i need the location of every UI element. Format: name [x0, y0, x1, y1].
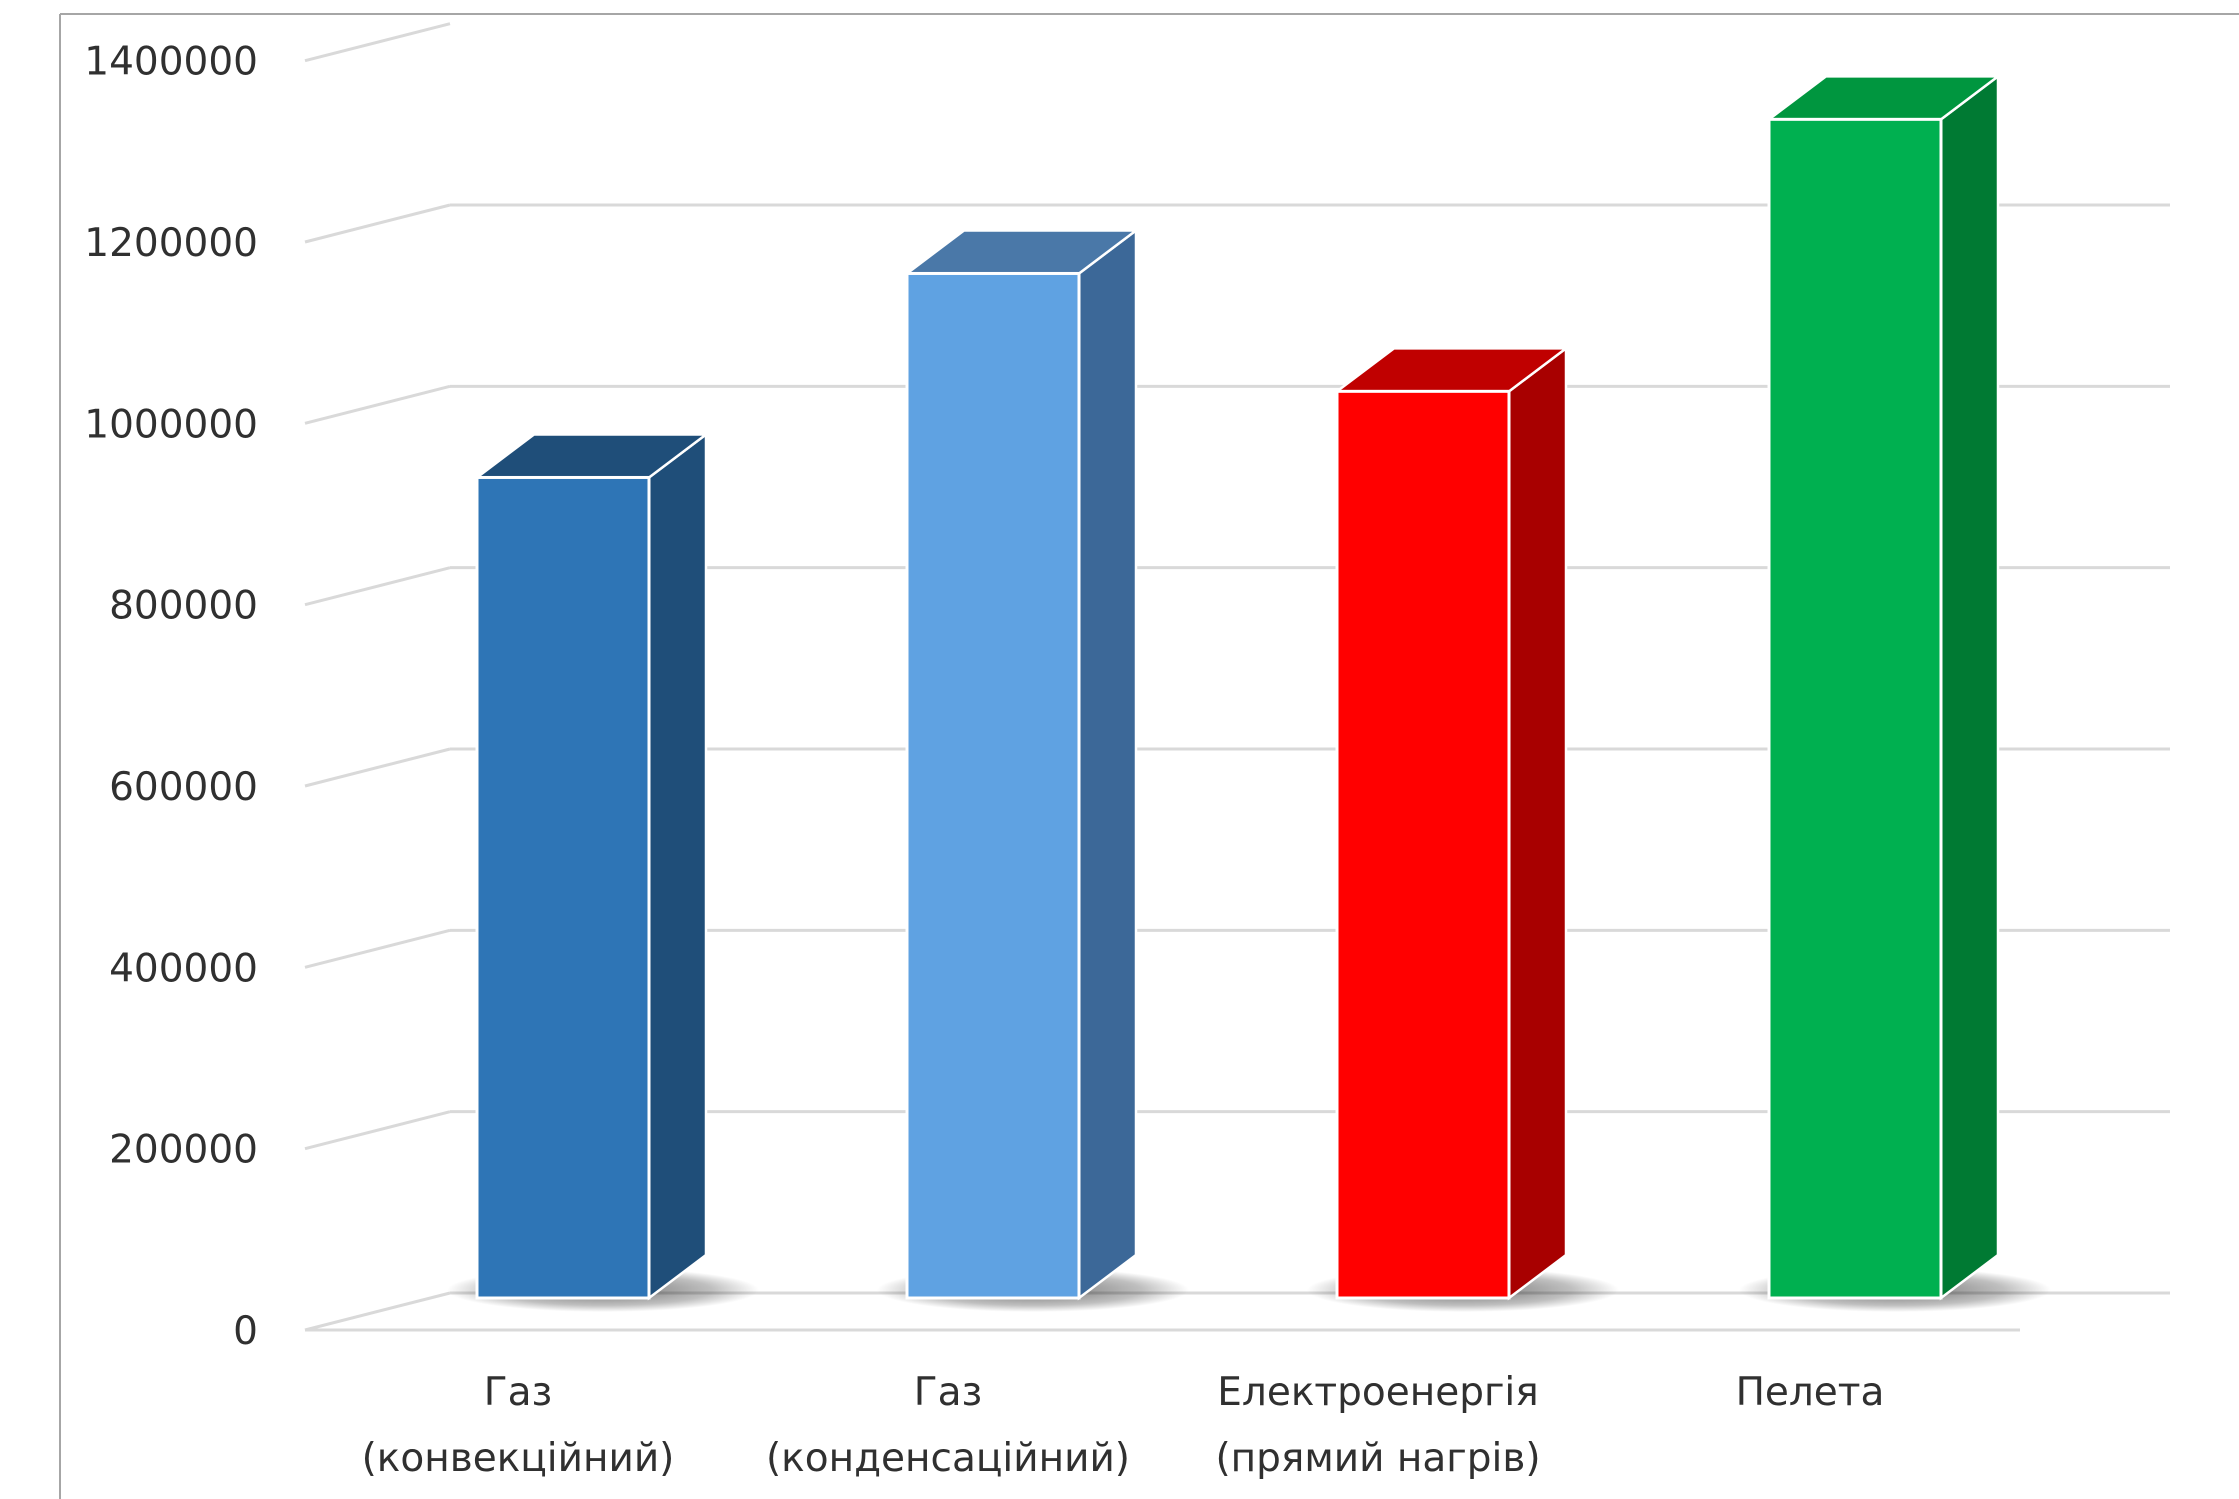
bar-3 — [1765, 73, 2002, 1301]
gridline-side-3 — [304, 747, 451, 788]
gridline-side-5 — [304, 384, 451, 425]
y-tick-label: 1200000 — [84, 221, 258, 266]
x-tick-label-line: Електроенергія — [1217, 1370, 1538, 1415]
bar-side-face — [647, 431, 708, 1301]
x-tick-label: Пелета — [1736, 1370, 1885, 1415]
bar-front-face — [475, 475, 651, 1300]
gridline-side-0 — [304, 1291, 451, 1332]
y-tick-label: 1400000 — [84, 40, 258, 85]
bar-side-face — [1077, 227, 1138, 1301]
x-tick-label-line: Газ — [914, 1370, 982, 1415]
y-tick-label: 1000000 — [84, 402, 258, 447]
gridline-side-1 — [304, 1110, 451, 1151]
bar-0 — [473, 431, 710, 1301]
y-tick-label: 400000 — [109, 946, 258, 991]
x-tick-label-line: (прямий нагрів) — [1215, 1436, 1540, 1481]
x-tick-label-line: (конденсаційний) — [766, 1436, 1130, 1481]
x-tick-label: Газ (конвекційний) — [362, 1370, 675, 1481]
bar-side-face — [1507, 345, 1568, 1301]
gridline-side-2 — [304, 928, 451, 969]
gridline-side-7 — [304, 22, 451, 63]
x-tick-label-line: Пелета — [1736, 1370, 1885, 1415]
x-tick-label-line: (конвекційний) — [362, 1436, 675, 1481]
bar-2 — [1333, 345, 1570, 1301]
gridline-side-6 — [304, 203, 451, 244]
bar-1 — [903, 227, 1140, 1301]
y-tick-label: 600000 — [109, 765, 258, 810]
y-tick-label: 0 — [233, 1309, 258, 1354]
bar-front-face — [1767, 117, 1943, 1300]
bar-front-face — [905, 271, 1081, 1300]
y-tick-label: 200000 — [109, 1128, 258, 1173]
x-tick-label-line: Газ — [484, 1370, 552, 1415]
bar-side-face — [1939, 73, 2000, 1301]
x-tick-label: Газ (конденсаційний) — [766, 1370, 1130, 1481]
y-tick-label: 800000 — [109, 584, 258, 629]
bar-front-face — [1335, 389, 1511, 1300]
x-tick-label: Електроенергія (прямий нагрів) — [1215, 1370, 1540, 1481]
gridline-side-4 — [304, 566, 451, 607]
